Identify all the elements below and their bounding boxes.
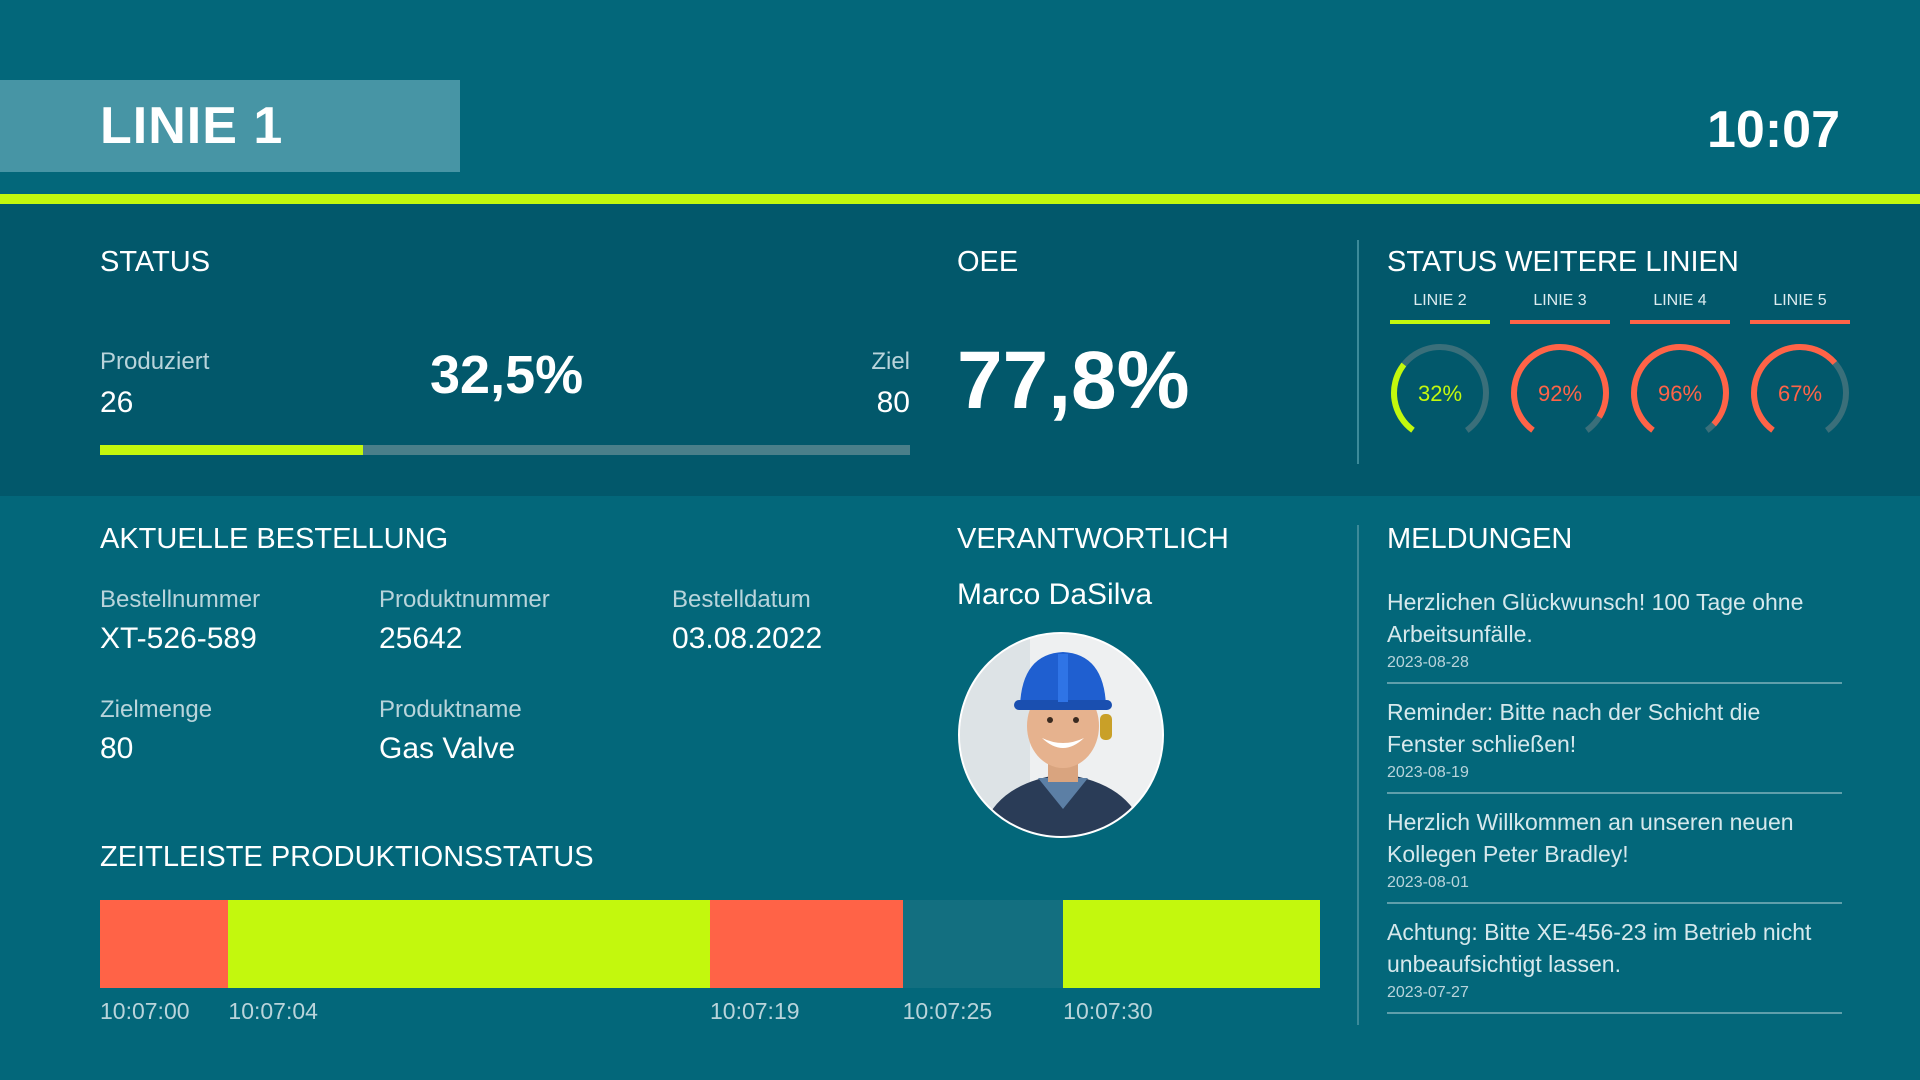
message-text: Herzlichen Glückwunsch! 100 Tage ohne Ar… — [1387, 589, 1804, 647]
kpi-divider — [1357, 240, 1359, 464]
gauge-value: 67% — [1778, 381, 1822, 406]
message-date: 2023-08-01 — [1387, 874, 1469, 891]
messages-title: MELDUNGEN — [1387, 523, 1573, 555]
timeline-segment-idle — [902, 900, 1064, 988]
message-item: Herzlich Willkommen an unseren neuen Kol… — [1387, 806, 1842, 904]
order-number-label: Bestellnummer — [100, 586, 261, 613]
order-number: XT-526-589 — [100, 622, 257, 655]
target-label: Ziel — [871, 348, 910, 375]
target-qty-label: Zielmenge — [100, 696, 213, 723]
message-text: Achtung: Bitte XE-456-23 im Betrieb nich… — [1387, 919, 1812, 977]
target-value: 80 — [876, 386, 910, 419]
message-item: Reminder: Bitte nach der Schicht die Fen… — [1387, 696, 1842, 794]
product-number: 25642 — [379, 622, 463, 655]
message-text: Herzlich Willkommen an unseren neuen Kol… — [1387, 809, 1794, 867]
line-tab-label: LINIE 4 — [1653, 292, 1707, 309]
production-timeline — [100, 900, 1320, 988]
line-tab-label: LINIE 2 — [1413, 292, 1467, 309]
message-separator — [1387, 792, 1842, 794]
produced-value: 26 — [100, 386, 134, 419]
status-percent: 32,5% — [430, 345, 584, 405]
status-title: STATUS — [100, 246, 211, 278]
gauge-value: 96% — [1658, 381, 1702, 406]
product-number-label: Produktnummer — [379, 586, 550, 613]
timeline-tick-label: 10:07:00 — [100, 998, 190, 1024]
oee-title: OEE — [957, 246, 1019, 278]
message-separator — [1387, 902, 1842, 904]
target-qty: 80 — [100, 732, 134, 765]
order-date-label: Bestelldatum — [672, 586, 811, 613]
message-item: Herzlichen Glückwunsch! 100 Tage ohne Ar… — [1387, 586, 1842, 684]
header-accent-line — [0, 194, 1920, 204]
clock: 10:07 — [1707, 101, 1840, 159]
timeline-tick-label: 10:07:19 — [710, 998, 800, 1024]
line-gauge-4: 96% — [1627, 340, 1733, 446]
timeline-segment-alert — [100, 900, 229, 988]
responsible-name: Marco DaSilva — [957, 578, 1153, 611]
other-lines-title: STATUS WEITERE LINIEN — [1387, 246, 1739, 278]
messages-divider — [1357, 525, 1359, 1025]
message-separator — [1387, 682, 1842, 684]
responsible-title: VERANTWORTLICH — [957, 523, 1229, 555]
product-name: Gas Valve — [379, 732, 516, 765]
timeline-tick-label: 10:07:25 — [902, 998, 993, 1024]
worker-avatar-icon — [960, 634, 1162, 836]
line-tab-underline — [1390, 320, 1490, 324]
gauge-value: 92% — [1538, 381, 1582, 406]
gauge-value: 32% — [1418, 381, 1462, 406]
avatar — [958, 632, 1164, 838]
order-title: AKTUELLE BESTELLUNG — [100, 523, 449, 555]
status-progress-bar — [100, 445, 910, 455]
line-tab-underline — [1630, 320, 1730, 324]
order-date: 03.08.2022 — [672, 622, 823, 655]
line-tab-3: LINIE 3 — [1510, 292, 1610, 324]
line-tab-label: LINIE 5 — [1773, 292, 1827, 309]
line-tab-label: LINIE 3 — [1533, 292, 1587, 309]
message-item: Achtung: Bitte XE-456-23 im Betrieb nich… — [1387, 916, 1842, 1014]
status-progress-fill — [100, 445, 364, 455]
line-tab-2: LINIE 2 — [1390, 292, 1490, 324]
line-gauge-5: 67% — [1747, 340, 1853, 446]
message-text: Reminder: Bitte nach der Schicht die Fen… — [1387, 699, 1761, 757]
line-tab-5: LINIE 5 — [1750, 292, 1850, 324]
line-tab-underline — [1510, 320, 1610, 324]
message-separator — [1387, 1012, 1842, 1014]
line-title-box — [0, 80, 460, 172]
timeline-segment-alert — [710, 900, 903, 988]
message-date: 2023-08-19 — [1387, 764, 1469, 781]
timeline-tick-label: 10:07:04 — [228, 998, 318, 1024]
line-gauge-3: 92% — [1507, 340, 1613, 446]
timeline-tick-label: 10:07:30 — [1063, 998, 1153, 1024]
timeline-title: ZEITLEISTE PRODUKTIONSSTATUS — [100, 841, 594, 873]
timeline-segment-running — [1063, 900, 1320, 988]
product-name-label: Produktname — [379, 696, 522, 723]
timeline-segment-running — [228, 900, 710, 988]
line-tab-4: LINIE 4 — [1630, 292, 1730, 324]
line-gauge-2: 32% — [1387, 340, 1493, 446]
line-title: LINIE 1 — [100, 97, 284, 155]
message-date: 2023-07-27 — [1387, 984, 1469, 1001]
oee-value: 77,8% — [957, 335, 1190, 426]
message-date: 2023-08-28 — [1387, 654, 1469, 671]
line-tab-underline — [1750, 320, 1850, 324]
produced-label: Produziert — [100, 348, 210, 375]
